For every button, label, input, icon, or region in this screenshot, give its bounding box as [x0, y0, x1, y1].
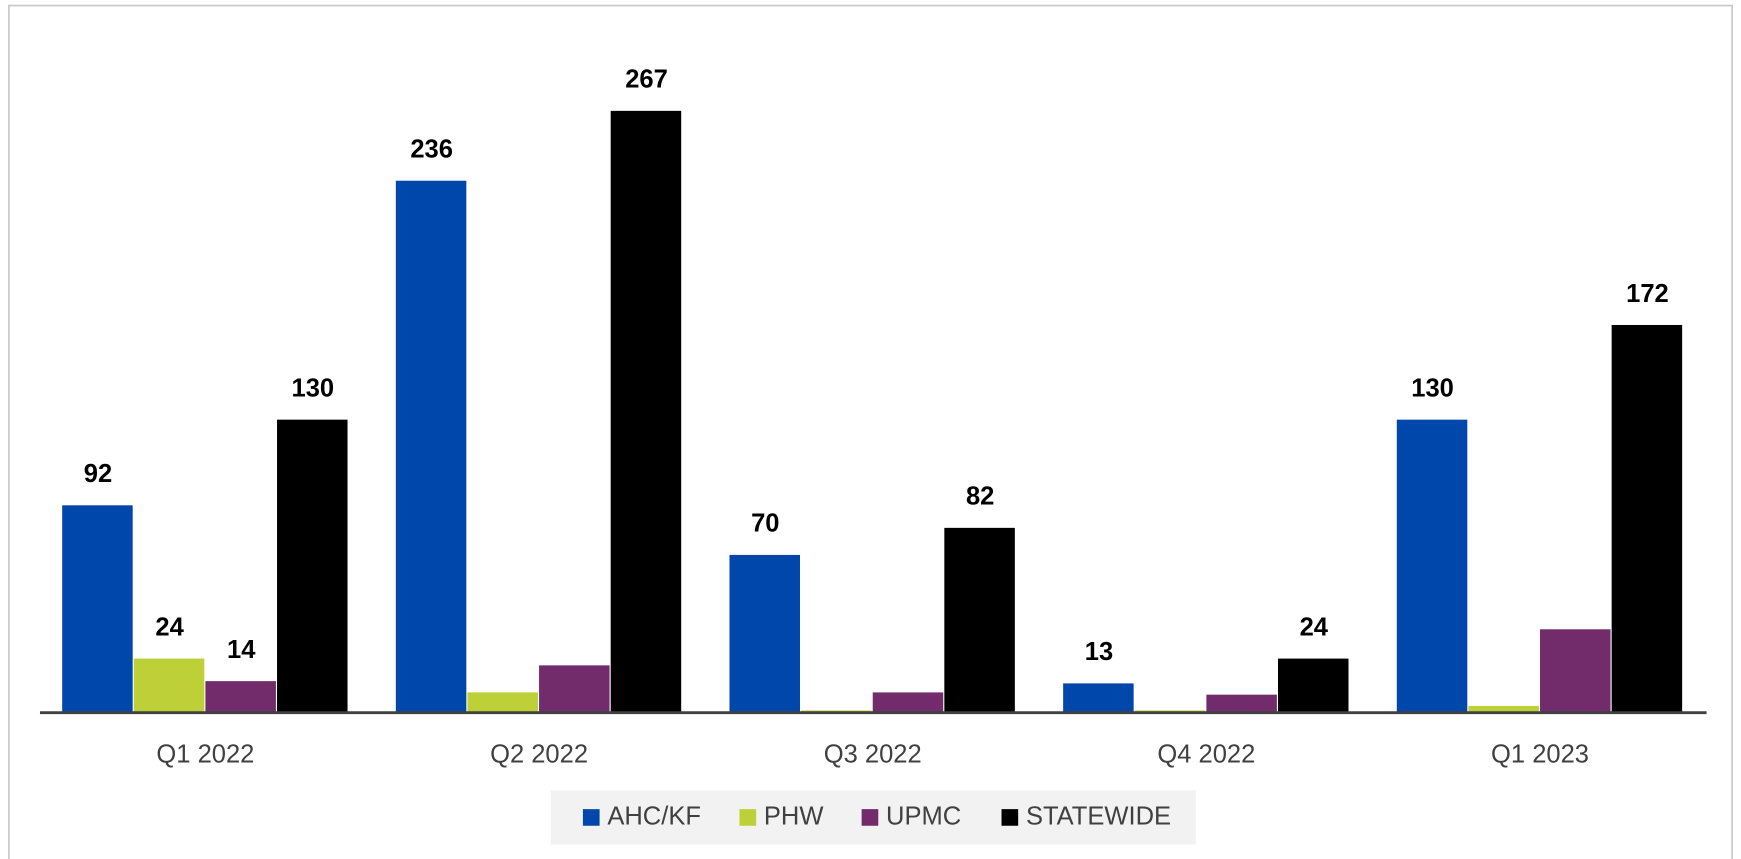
data-label: 24 [155, 613, 184, 641]
data-label: 82 [966, 483, 994, 511]
chart-border [8, 4, 1733, 859]
x-tick-label: Q1 2022 [156, 741, 254, 769]
x-tick-label: Q1 2023 [1491, 741, 1589, 769]
data-label: 236 [410, 136, 453, 164]
legend-swatch [582, 809, 600, 826]
data-label: 92 [84, 460, 112, 488]
bar [729, 554, 800, 713]
data-label: 267 [625, 66, 668, 94]
bar [872, 692, 944, 713]
bar [467, 692, 538, 713]
data-label: 130 [1411, 374, 1454, 402]
legend-label: AHC/KF [607, 803, 701, 831]
bar [62, 505, 133, 713]
legend-label: PHW [764, 803, 824, 831]
legend-label: UPMC [886, 803, 961, 831]
bar [1277, 658, 1349, 713]
bar [1206, 694, 1277, 713]
bar [539, 665, 610, 713]
bar [1611, 324, 1683, 713]
bar [133, 658, 205, 713]
data-label: 14 [227, 636, 256, 664]
bar [1540, 629, 1611, 713]
x-tick-label: Q3 2022 [824, 741, 922, 769]
bar [610, 110, 682, 713]
legend-swatch [1001, 809, 1019, 826]
data-label: 13 [1085, 638, 1113, 666]
legend-label: STATEWIDE [1026, 803, 1171, 831]
bar [395, 180, 467, 713]
bar [944, 527, 1015, 713]
x-tick-label: Q4 2022 [1157, 741, 1255, 769]
bar [1063, 683, 1134, 713]
bar [1468, 705, 1539, 713]
bar [205, 681, 276, 713]
bar [277, 419, 348, 713]
bar [1396, 419, 1468, 713]
data-label: 24 [1300, 613, 1329, 641]
legend-swatch [739, 809, 757, 826]
x-tick-label: Q2 2022 [490, 741, 588, 769]
data-label: 130 [292, 374, 335, 402]
data-label: 70 [751, 510, 779, 538]
data-label: 172 [1626, 280, 1669, 308]
legend-swatch [861, 809, 879, 826]
